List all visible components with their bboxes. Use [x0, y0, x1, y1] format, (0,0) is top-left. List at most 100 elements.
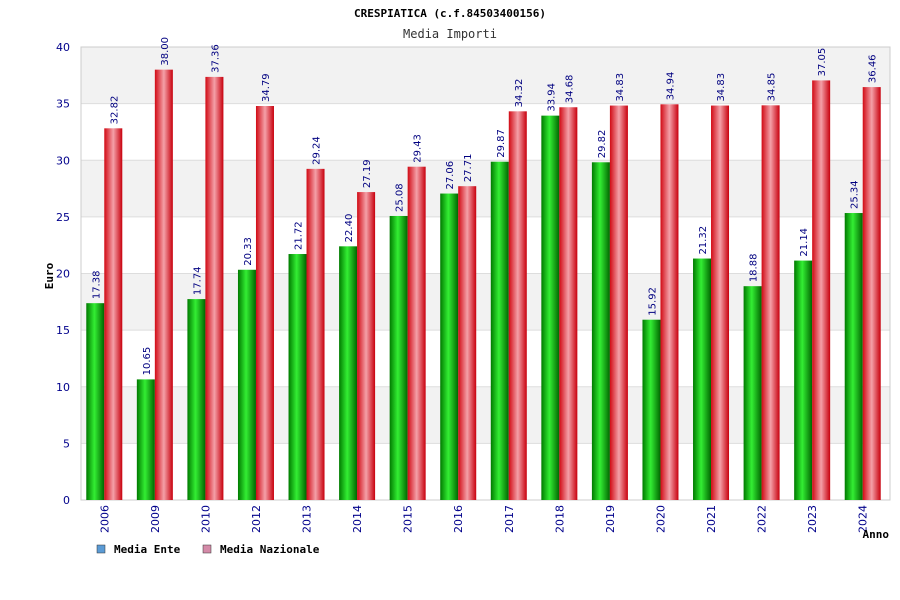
legend-swatch-media-ente [96, 544, 106, 554]
x-tick-label: 2013 [301, 505, 314, 533]
x-tick-label: 2016 [452, 505, 465, 533]
data-label: 29.82 [597, 130, 608, 159]
y-tick-label: 10 [56, 381, 70, 394]
data-label: 34.83 [615, 73, 626, 102]
bar-media-nazionale-2012 [255, 106, 274, 501]
data-label: 29.43 [413, 134, 424, 163]
data-label: 34.32 [514, 79, 525, 108]
bars [86, 69, 881, 501]
data-label: 25.34 [850, 180, 861, 209]
data-labels: 17.38 32.82 10.65 38.00 17.74 37.36 20.33 34.79… [91, 37, 878, 375]
data-label: 37.36 [210, 44, 221, 73]
bar-media-ente-2010 [187, 299, 206, 500]
bar-media-nazionale-2024 [862, 87, 881, 500]
bar-media-nazionale-2017 [508, 111, 527, 501]
bar-media-nazionale-2010 [205, 76, 224, 500]
data-label: 32.82 [109, 96, 120, 125]
data-label: 34.83 [716, 73, 727, 102]
data-label: 21.32 [698, 226, 709, 255]
data-label: 33.94 [546, 83, 557, 112]
bar-media-ente-2020 [642, 319, 661, 500]
bar-media-nazionale-2021 [711, 105, 730, 501]
bar-media-ente-2019 [591, 162, 610, 500]
bar-media-nazionale-2006 [104, 128, 123, 500]
data-label: 27.06 [445, 161, 456, 190]
data-label: 15.92 [647, 287, 658, 316]
bar-media-nazionale-2013 [306, 168, 325, 500]
bar-media-ente-2015 [389, 215, 408, 500]
plot-border [80, 46, 891, 501]
y-tick-label: 25 [56, 211, 70, 224]
x-tick-label: 2017 [503, 505, 516, 533]
x-axis-label: Anno [863, 528, 890, 541]
data-label: 38.00 [160, 37, 171, 66]
data-label: 34.94 [665, 72, 676, 101]
data-label: 29.87 [496, 129, 507, 158]
legend-swatch-media-nazionale [202, 544, 212, 554]
y-tick-label: 40 [56, 41, 70, 54]
bar-media-ente-2018 [541, 115, 560, 500]
x-tick-label: 2014 [351, 505, 364, 533]
data-label: 34.85 [767, 73, 778, 102]
x-tick-label: 2019 [604, 505, 617, 533]
bar-media-ente-2006 [86, 303, 105, 500]
bar-media-ente-2014 [339, 246, 358, 500]
bar-media-nazionale-2019 [609, 105, 628, 501]
bar-media-nazionale-2016 [458, 186, 477, 500]
chart-subtitle: Media Importi [403, 27, 497, 41]
x-tick-label: 2024 [857, 505, 870, 533]
bar-media-ente-2023 [794, 260, 813, 500]
data-label: 20.33 [243, 237, 254, 266]
data-label: 29.24 [312, 136, 323, 165]
y-axis-label: Euro [43, 262, 56, 289]
y-tick-label: 0 [63, 494, 70, 507]
x-tick-label: 2023 [806, 505, 819, 533]
bar-media-ente-2024 [844, 213, 863, 500]
bar-media-nazionale-2015 [407, 166, 426, 500]
bar-media-nazionale-2023 [812, 80, 831, 500]
tick-labels: 0 5 10 15 20 25 30 35 40 2006 2009 2010 2012 2013 2014… [56, 41, 870, 533]
axes [80, 46, 891, 501]
x-tick-label: 2022 [756, 505, 769, 533]
data-label: 10.65 [142, 347, 153, 376]
bar-media-nazionale-2009 [154, 69, 173, 501]
data-label: 18.88 [749, 254, 760, 283]
data-label: 27.19 [362, 159, 373, 188]
legend-label-media-nazionale: Media Nazionale [220, 543, 320, 556]
x-tick-label: 2020 [654, 505, 667, 533]
x-tick-label: 2006 [98, 505, 111, 533]
data-label: 34.68 [564, 75, 575, 104]
x-tick-label: 2009 [149, 505, 162, 533]
data-label: 17.38 [91, 271, 102, 300]
data-label: 21.14 [799, 228, 810, 257]
bar-media-ente-2016 [440, 193, 459, 500]
bar-media-ente-2017 [490, 161, 509, 501]
bar-media-nazionale-2022 [761, 105, 780, 500]
x-tick-label: 2021 [705, 505, 718, 533]
legend: Media Ente Media Nazionale [96, 543, 320, 556]
chart-title: CRESPIATICA (c.f.84503400156) [354, 7, 546, 20]
y-tick-label: 30 [56, 154, 70, 167]
data-label: 21.72 [294, 221, 305, 250]
bar-media-ente-2009 [136, 379, 155, 500]
data-label: 36.46 [868, 54, 879, 83]
bar-media-nazionale-2020 [660, 104, 679, 500]
y-tick-label: 35 [56, 98, 70, 111]
data-label: 25.08 [395, 183, 406, 212]
bar-media-ente-2021 [693, 258, 712, 500]
data-label: 22.40 [344, 214, 355, 243]
bar-media-nazionale-2018 [559, 107, 578, 501]
data-label: 34.79 [261, 73, 272, 102]
data-label: 27.71 [463, 154, 474, 183]
bar-media-ente-2022 [743, 286, 762, 500]
bar-media-ente-2013 [288, 254, 307, 500]
bar-media-ente-2012 [237, 269, 256, 500]
data-label: 17.74 [192, 266, 203, 295]
bar-media-nazionale-2014 [357, 192, 376, 501]
y-tick-label: 5 [63, 437, 70, 450]
x-tick-label: 2018 [553, 505, 566, 533]
legend-label-media-ente: Media Ente [114, 543, 181, 556]
data-label: 37.05 [817, 48, 828, 77]
y-tick-label: 20 [56, 268, 70, 281]
